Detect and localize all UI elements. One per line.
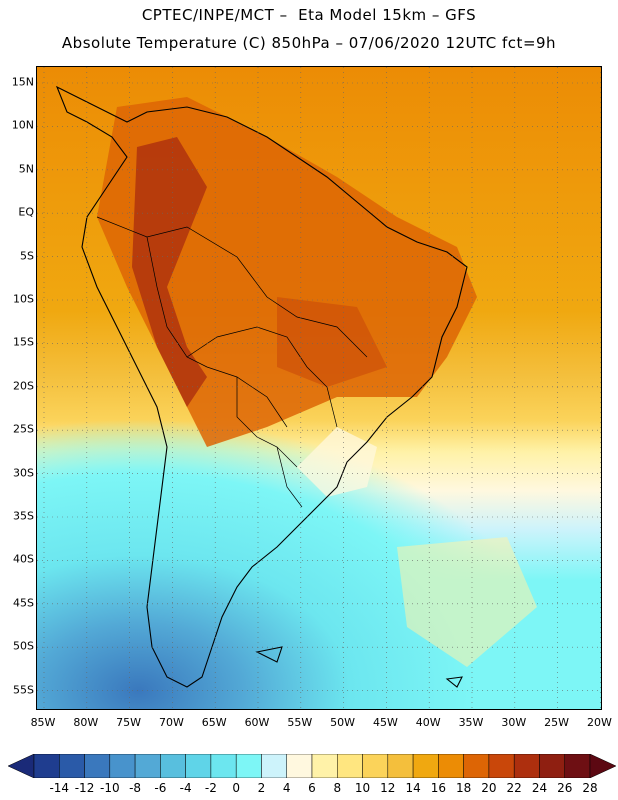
colorbar-swatch <box>84 754 111 778</box>
lon-label-85w: 85W <box>30 716 56 729</box>
colorbar-swatch <box>109 754 136 778</box>
colorbar-swatch <box>160 754 186 778</box>
lat-label-10n: 10N <box>11 118 34 132</box>
colorbar-tick-label: 20 <box>481 781 497 795</box>
colorbar-swatch <box>564 754 591 778</box>
colorbar-tick-label: -6 <box>154 781 167 795</box>
lat-label-15n: 15N <box>11 75 34 89</box>
colorbar <box>8 754 616 778</box>
colorbar-tick-label: 24 <box>531 781 548 795</box>
colorbar-tick-label: 8 <box>333 781 342 795</box>
lat-label-15s: 15S <box>13 335 34 349</box>
colorbar-tick-label: -8 <box>129 781 142 795</box>
colorbar-swatch <box>412 754 439 778</box>
lat-label-5n: 5N <box>18 162 34 176</box>
cold-region <box>37 347 601 709</box>
colorbar-swatch <box>286 754 313 778</box>
lat-label-25s: 25S <box>13 422 34 436</box>
lat-label-45s: 45S <box>13 596 34 610</box>
colorbar-swatch <box>337 754 363 778</box>
colorbar-tick-label: 22 <box>506 781 522 795</box>
lon-label-25w: 25W <box>544 716 570 729</box>
colorbar-tick-label: 6 <box>308 781 316 795</box>
colorbar-swatch <box>539 754 565 778</box>
colorbar-tick-label: 18 <box>455 781 472 795</box>
map-canvas <box>37 67 601 709</box>
colorbar-tick-label: 26 <box>557 781 573 795</box>
colorbar-under-arrow <box>8 754 35 778</box>
colorbar-swatch <box>362 754 389 778</box>
lat-label-55s: 55S <box>13 683 34 697</box>
colorbar-tick-label: 16 <box>430 781 446 795</box>
graticule <box>37 67 601 709</box>
colorbar-swatch <box>513 754 540 778</box>
colorbar-swatch <box>488 754 515 778</box>
colorbar-tick-label: 12 <box>380 781 396 795</box>
colorbar-swatch <box>438 754 464 778</box>
colorbar-swatch <box>261 754 287 778</box>
chart-title-line1: CPTEC/INPE/MCT – Eta Model 15km – GFS <box>141 6 477 24</box>
colorbar-swatch <box>185 754 212 778</box>
lon-label-65w: 65W <box>201 716 227 729</box>
colorbar-tick-label: 2 <box>257 781 266 795</box>
lon-label-35w: 35W <box>458 716 484 729</box>
lat-label-35s: 35S <box>13 509 34 523</box>
colorbar-swatch <box>134 754 161 778</box>
lat-label-eq: EQ <box>18 205 34 219</box>
colorbar-swatch <box>33 754 60 778</box>
lon-label-75w: 75W <box>116 716 142 729</box>
colorbar-swatch <box>311 754 338 778</box>
colorbar-tick-label: 28 <box>582 781 598 795</box>
lon-label-55w: 55W <box>287 716 313 729</box>
colorbar-tick-label: -4 <box>179 781 192 795</box>
lon-label-50w: 50W <box>330 716 356 729</box>
andes-warm-band <box>132 137 207 407</box>
colorbar-swatch <box>235 754 262 778</box>
colorbar-over-arrow <box>589 754 616 778</box>
ocean-warm-tongue <box>397 537 537 667</box>
temperature-map <box>36 66 602 710</box>
lon-label-20w: 20W <box>586 716 612 729</box>
colorbar-tick-label: -10 <box>100 781 120 795</box>
colorbar-tick-label: -12 <box>74 781 95 795</box>
colorbar-swatch <box>463 754 490 778</box>
pampas-cool-area <box>297 427 377 497</box>
lon-label-60w: 60W <box>244 716 270 729</box>
lat-label-5s: 5S <box>20 249 34 263</box>
lat-label-40s: 40S <box>13 552 34 566</box>
colorbar-tick-label: 4 <box>282 781 291 795</box>
lat-label-30s: 30S <box>13 466 34 480</box>
lon-label-30w: 30W <box>501 716 527 729</box>
lon-label-80w: 80W <box>73 716 99 729</box>
colorbar-swatch <box>387 754 414 778</box>
colorbar-tick-label: -2 <box>204 781 217 795</box>
lon-label-70w: 70W <box>158 716 184 729</box>
colorbar-tick-label: 0 <box>232 781 240 795</box>
lat-label-20s: 20S <box>13 379 34 393</box>
lat-label-10s: 10S <box>13 292 34 306</box>
colorbar-tick-label: 10 <box>354 781 371 795</box>
lon-label-45w: 45W <box>372 716 398 729</box>
chart-title-line2: Absolute Temperature (C) 850hPa – 07/06/… <box>61 34 557 52</box>
lat-label-50s: 50S <box>13 639 34 653</box>
colorbar-tick-label: -14 <box>49 781 70 795</box>
colorbar-tick-label: 14 <box>405 781 421 795</box>
colorbar-swatch <box>210 754 237 778</box>
lon-label-40w: 40W <box>415 716 441 729</box>
coastline <box>55 85 468 688</box>
colorbar-swatch <box>59 754 85 778</box>
central-brazil-warm-area <box>277 297 387 387</box>
